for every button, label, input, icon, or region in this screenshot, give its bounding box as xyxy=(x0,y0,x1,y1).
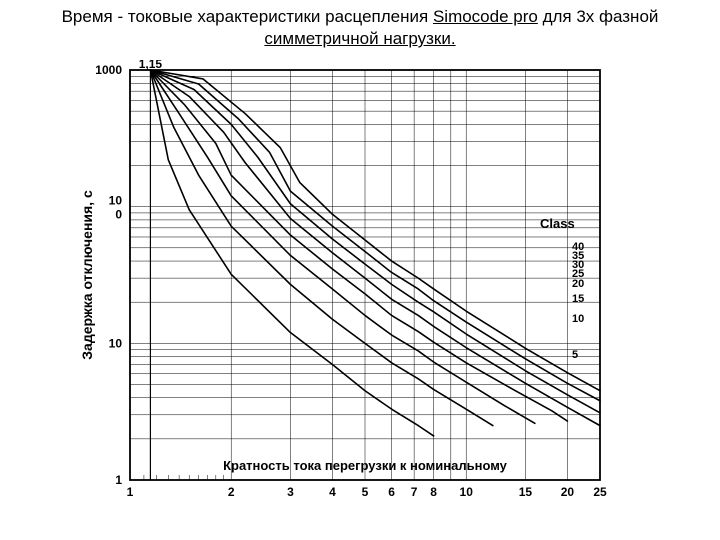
svg-text:1: 1 xyxy=(127,485,134,499)
svg-text:10: 10 xyxy=(109,194,123,208)
svg-text:7: 7 xyxy=(411,485,418,499)
chart-title: Время - токовые характеристики расцеплен… xyxy=(0,6,720,50)
title-part-1: Время - токовые характеристики расцеплен… xyxy=(62,7,433,26)
svg-text:1: 1 xyxy=(115,473,122,487)
svg-text:25: 25 xyxy=(593,485,607,499)
svg-text:Class: Class xyxy=(540,216,575,231)
svg-text:2: 2 xyxy=(228,485,235,499)
svg-text:5: 5 xyxy=(362,485,369,499)
svg-text:20: 20 xyxy=(572,278,584,290)
svg-text:15: 15 xyxy=(519,485,533,499)
svg-text:6: 6 xyxy=(388,485,395,499)
svg-text:10: 10 xyxy=(572,313,584,325)
title-part-3: для 3х фазной xyxy=(538,7,659,26)
svg-text:Кратность тока перегрузки к но: Кратность тока перегрузки к номинальному xyxy=(223,458,508,473)
svg-text:Задержка отключения, с: Задержка отключения, с xyxy=(79,190,95,360)
svg-text:5: 5 xyxy=(572,349,578,361)
svg-text:8: 8 xyxy=(430,485,437,499)
svg-text:3: 3 xyxy=(287,485,294,499)
svg-text:10: 10 xyxy=(109,336,123,350)
svg-text:0: 0 xyxy=(115,208,122,222)
svg-text:1000: 1000 xyxy=(95,63,122,77)
title-line2: симметричной нагрузки. xyxy=(264,29,455,48)
svg-text:4: 4 xyxy=(329,485,336,499)
svg-text:20: 20 xyxy=(561,485,575,499)
svg-text:10: 10 xyxy=(460,485,474,499)
title-product: Simocode pro xyxy=(433,7,538,26)
svg-text:15: 15 xyxy=(572,293,584,305)
trip-curve-chart: 1,1512345678101520251000100101Задержка о… xyxy=(70,60,630,515)
